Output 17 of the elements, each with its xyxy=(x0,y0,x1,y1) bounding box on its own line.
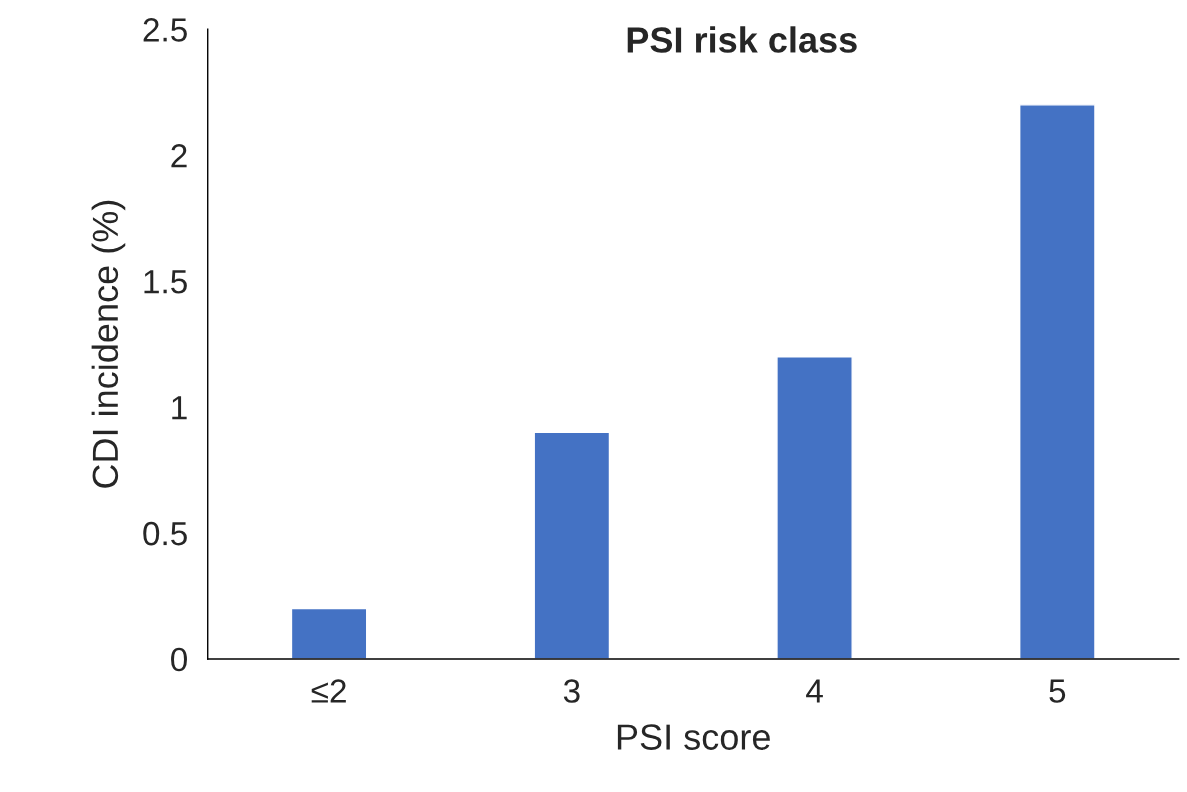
y-tick-label: 0.5 xyxy=(143,521,187,546)
x-tick-label: 3 xyxy=(563,679,580,703)
x-axis-title: PSI score xyxy=(617,724,770,750)
x-tick-label: 5 xyxy=(1049,679,1066,703)
bar xyxy=(290,607,368,659)
y-tick-label: 1.5 xyxy=(144,270,187,294)
bar xyxy=(1019,104,1096,659)
y-tick-label: 0 xyxy=(171,647,187,672)
chart-title: PSI risk class xyxy=(627,26,857,53)
x-tick-label: 4 xyxy=(806,679,823,703)
y-tick-label: 1 xyxy=(172,396,187,420)
y-tick-label: 2 xyxy=(171,144,187,168)
y-tick-label: 2.5 xyxy=(143,18,187,42)
x-tick-label: ≤2 xyxy=(311,679,346,703)
y-axis-title: CDI incidence (%) xyxy=(91,200,126,488)
bar xyxy=(533,431,611,659)
bar xyxy=(776,356,853,659)
